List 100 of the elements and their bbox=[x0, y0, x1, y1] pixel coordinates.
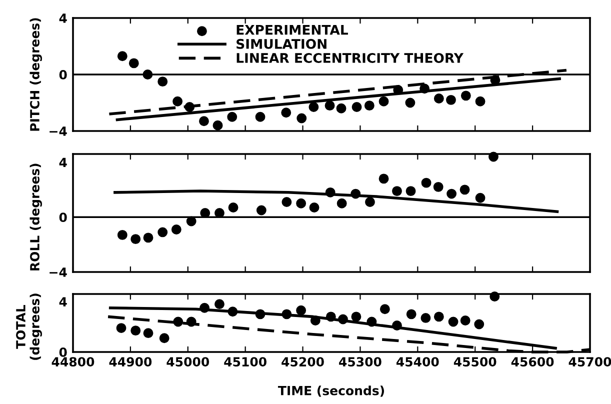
x-tick-label: 45500 bbox=[454, 357, 496, 367]
point bbox=[228, 202, 238, 212]
point bbox=[228, 306, 238, 317]
point bbox=[186, 216, 196, 226]
point bbox=[158, 76, 168, 87]
point bbox=[200, 302, 210, 313]
x-tick-label: 44800 bbox=[52, 357, 94, 367]
point bbox=[365, 197, 375, 207]
point bbox=[474, 319, 484, 330]
point bbox=[421, 178, 432, 188]
point bbox=[200, 208, 210, 218]
point bbox=[281, 108, 292, 118]
y-axis-title: ROLL (degrees) bbox=[30, 164, 42, 270]
y-tick-label: 4 bbox=[59, 14, 67, 23]
point bbox=[172, 96, 183, 106]
point bbox=[296, 198, 306, 208]
legend-label: LINEAR ECCENTRICITY THEORY bbox=[236, 53, 464, 63]
point bbox=[420, 312, 431, 323]
y-tick-label: 4 bbox=[59, 158, 67, 167]
point bbox=[256, 205, 266, 216]
x-tick-label: 44900 bbox=[109, 357, 152, 367]
point bbox=[282, 197, 292, 207]
point bbox=[171, 224, 182, 234]
point bbox=[296, 305, 306, 316]
point bbox=[214, 299, 224, 310]
point bbox=[420, 84, 430, 94]
point bbox=[475, 192, 486, 203]
point bbox=[308, 102, 319, 112]
y-axis-title: PITCH (degrees) bbox=[30, 18, 42, 131]
x-tick-label: 45200 bbox=[282, 357, 324, 367]
point bbox=[406, 186, 416, 196]
point bbox=[186, 316, 196, 327]
point bbox=[309, 202, 320, 212]
point bbox=[490, 75, 500, 86]
point bbox=[159, 333, 170, 344]
point bbox=[130, 326, 141, 336]
point bbox=[143, 232, 154, 243]
x-tick-label: 45600 bbox=[511, 357, 554, 367]
point bbox=[488, 152, 498, 162]
point bbox=[282, 309, 292, 320]
line-series bbox=[114, 190, 559, 214]
x-tick-label: 45000 bbox=[166, 357, 210, 367]
point bbox=[336, 103, 346, 114]
point bbox=[446, 188, 457, 199]
point bbox=[117, 51, 128, 62]
point bbox=[199, 116, 209, 126]
point bbox=[460, 316, 470, 326]
point bbox=[117, 230, 128, 240]
point bbox=[460, 90, 471, 101]
y-tick-label: 0 bbox=[59, 70, 67, 80]
y-tick-label: 0 bbox=[59, 347, 67, 357]
point bbox=[350, 188, 361, 199]
x-tick-label: 45700 bbox=[568, 357, 611, 367]
point bbox=[173, 316, 184, 327]
y-tick-label: 0 bbox=[59, 212, 67, 222]
point bbox=[255, 309, 266, 320]
point bbox=[351, 312, 362, 322]
y-tick-label: −4 bbox=[50, 268, 67, 277]
point bbox=[116, 323, 126, 334]
point bbox=[490, 292, 500, 302]
y-axis-title: TOTAL (degrees) bbox=[16, 294, 42, 360]
point bbox=[406, 309, 416, 320]
point bbox=[448, 316, 458, 327]
point bbox=[393, 85, 404, 96]
point bbox=[364, 100, 374, 111]
x-tick-label: 45100 bbox=[224, 357, 266, 367]
point bbox=[184, 102, 195, 112]
point bbox=[378, 174, 389, 184]
point bbox=[255, 112, 266, 122]
point bbox=[128, 58, 139, 68]
point bbox=[392, 320, 402, 330]
point bbox=[324, 100, 335, 111]
legend-label: SIMULATION bbox=[236, 38, 326, 49]
point bbox=[475, 96, 486, 106]
point bbox=[380, 304, 390, 314]
point bbox=[326, 312, 336, 322]
point bbox=[433, 182, 444, 192]
point bbox=[338, 314, 348, 324]
point bbox=[434, 94, 444, 104]
point bbox=[378, 96, 389, 106]
point bbox=[130, 234, 141, 244]
point bbox=[460, 184, 470, 195]
x-tick-label: 45300 bbox=[339, 357, 382, 367]
point bbox=[325, 187, 336, 198]
point bbox=[434, 312, 444, 322]
point bbox=[352, 102, 362, 112]
point bbox=[336, 198, 347, 208]
point bbox=[446, 94, 456, 105]
point bbox=[212, 120, 223, 130]
point bbox=[392, 186, 402, 196]
y-tick-label: −4 bbox=[50, 126, 67, 136]
point bbox=[366, 316, 377, 327]
point bbox=[296, 113, 307, 124]
point bbox=[143, 328, 154, 338]
point bbox=[227, 112, 238, 122]
point bbox=[158, 227, 168, 238]
point bbox=[405, 98, 416, 108]
point bbox=[310, 316, 320, 326]
legend-label: EXPERIMENTAL bbox=[236, 25, 348, 35]
y-tick-label: 4 bbox=[59, 297, 67, 306]
